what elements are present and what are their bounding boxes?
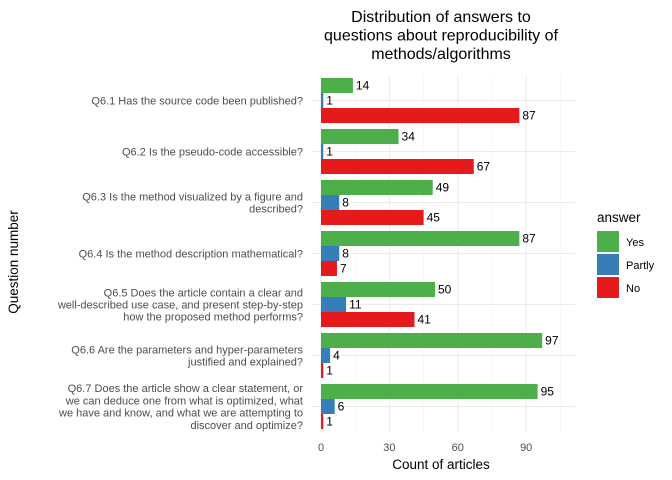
data-label: 87 (522, 232, 536, 246)
category-label: Q6.3 Is the method visualized by a figur… (82, 191, 303, 203)
x-tick-label: 90 (520, 442, 532, 454)
legend-label: No (626, 283, 640, 295)
bar-no (321, 312, 415, 327)
data-label: 49 (436, 181, 450, 195)
chart-title-line: methods/algorithms (371, 46, 511, 63)
bar-no (321, 261, 337, 276)
data-label: 7 (340, 262, 347, 276)
legend-title: answer (597, 210, 641, 225)
category-label: we can deduce one from what is optimized… (65, 395, 303, 407)
category-label: Q6.7 Does the article show a clear state… (68, 383, 304, 395)
bar-no (321, 159, 474, 174)
category-label: Q6.1 Has the source code been published? (91, 96, 303, 108)
x-tick-labels: 0 30 60 90 (318, 442, 532, 454)
bar-yes (321, 231, 520, 246)
category-label: Q6.6 Are the parameters and hyper-parame… (71, 344, 303, 356)
category-label: Q6.4 Is the method description mathemati… (79, 249, 303, 261)
bar-yes (321, 180, 433, 195)
bar-partly (321, 93, 324, 108)
category-label: we have and know, and what we are attemp… (58, 408, 303, 420)
category-label: Q6.2 Is the pseudo-code accessible? (122, 147, 303, 159)
legend-label: Partly (626, 260, 655, 272)
legend-key-no (597, 277, 619, 298)
bar-yes (321, 282, 435, 297)
data-label: 67 (477, 160, 491, 174)
x-tick-label: 0 (318, 442, 324, 454)
data-label: 8 (342, 196, 349, 210)
data-label: 41 (417, 313, 431, 327)
bar-no (321, 210, 424, 225)
data-label: 1 (326, 364, 333, 378)
bar-yes (321, 384, 538, 399)
bar-partly (321, 195, 340, 210)
bar-partly (321, 246, 340, 261)
data-label: 1 (326, 415, 333, 429)
chart-title-line: Distribution of answers to (351, 9, 531, 26)
x-tick-label: 30 (383, 442, 395, 454)
x-tick-label: 60 (452, 442, 464, 454)
bar-no (321, 363, 324, 378)
category-label: described? (249, 204, 303, 216)
category-label: Q6.5 Does the article contain a clear an… (104, 287, 303, 299)
data-label: 6 (338, 400, 345, 414)
bars (321, 78, 543, 429)
bar-yes (321, 129, 399, 144)
grid (312, 75, 575, 432)
data-label: 45 (427, 211, 441, 225)
category-label: well-described use case, and present ste… (57, 300, 303, 312)
bar-yes (321, 78, 353, 93)
category-label: discover and optimize? (190, 420, 303, 432)
bar-partly (321, 348, 331, 363)
data-label: 1 (326, 94, 333, 108)
data-label: 11 (349, 298, 362, 312)
bar-no (321, 108, 520, 123)
bar-partly (321, 297, 347, 312)
bar-partly (321, 144, 324, 159)
data-label: 4 (333, 349, 340, 363)
legend-label: Yes (626, 237, 644, 249)
data-label: 87 (522, 109, 536, 123)
category-labels: Q6.1 Has the source code been published?… (57, 96, 304, 432)
y-axis-title: Question number (6, 210, 21, 314)
legend-key-partly (597, 254, 619, 275)
data-label: 95 (541, 385, 555, 399)
chart-title: Distribution of answers to questions abou… (324, 9, 558, 63)
data-label: 97 (545, 334, 559, 348)
data-label: 8 (342, 247, 349, 261)
data-label: 50 (438, 283, 452, 297)
category-label: justified and explained? (187, 357, 303, 369)
chart-title-line: questions about reproducibility of (324, 28, 558, 45)
category-label: how the proposed method performs? (123, 312, 303, 324)
bar-partly (321, 399, 335, 414)
legend-key-yes (597, 231, 619, 252)
x-axis-title: Count of articles (392, 457, 490, 472)
legend: answer Yes Partly No (597, 210, 655, 298)
data-label: 14 (356, 79, 370, 93)
data-label: 34 (402, 130, 416, 144)
data-label: 1 (326, 145, 333, 159)
bar-no (321, 414, 324, 429)
bar-yes (321, 333, 543, 348)
